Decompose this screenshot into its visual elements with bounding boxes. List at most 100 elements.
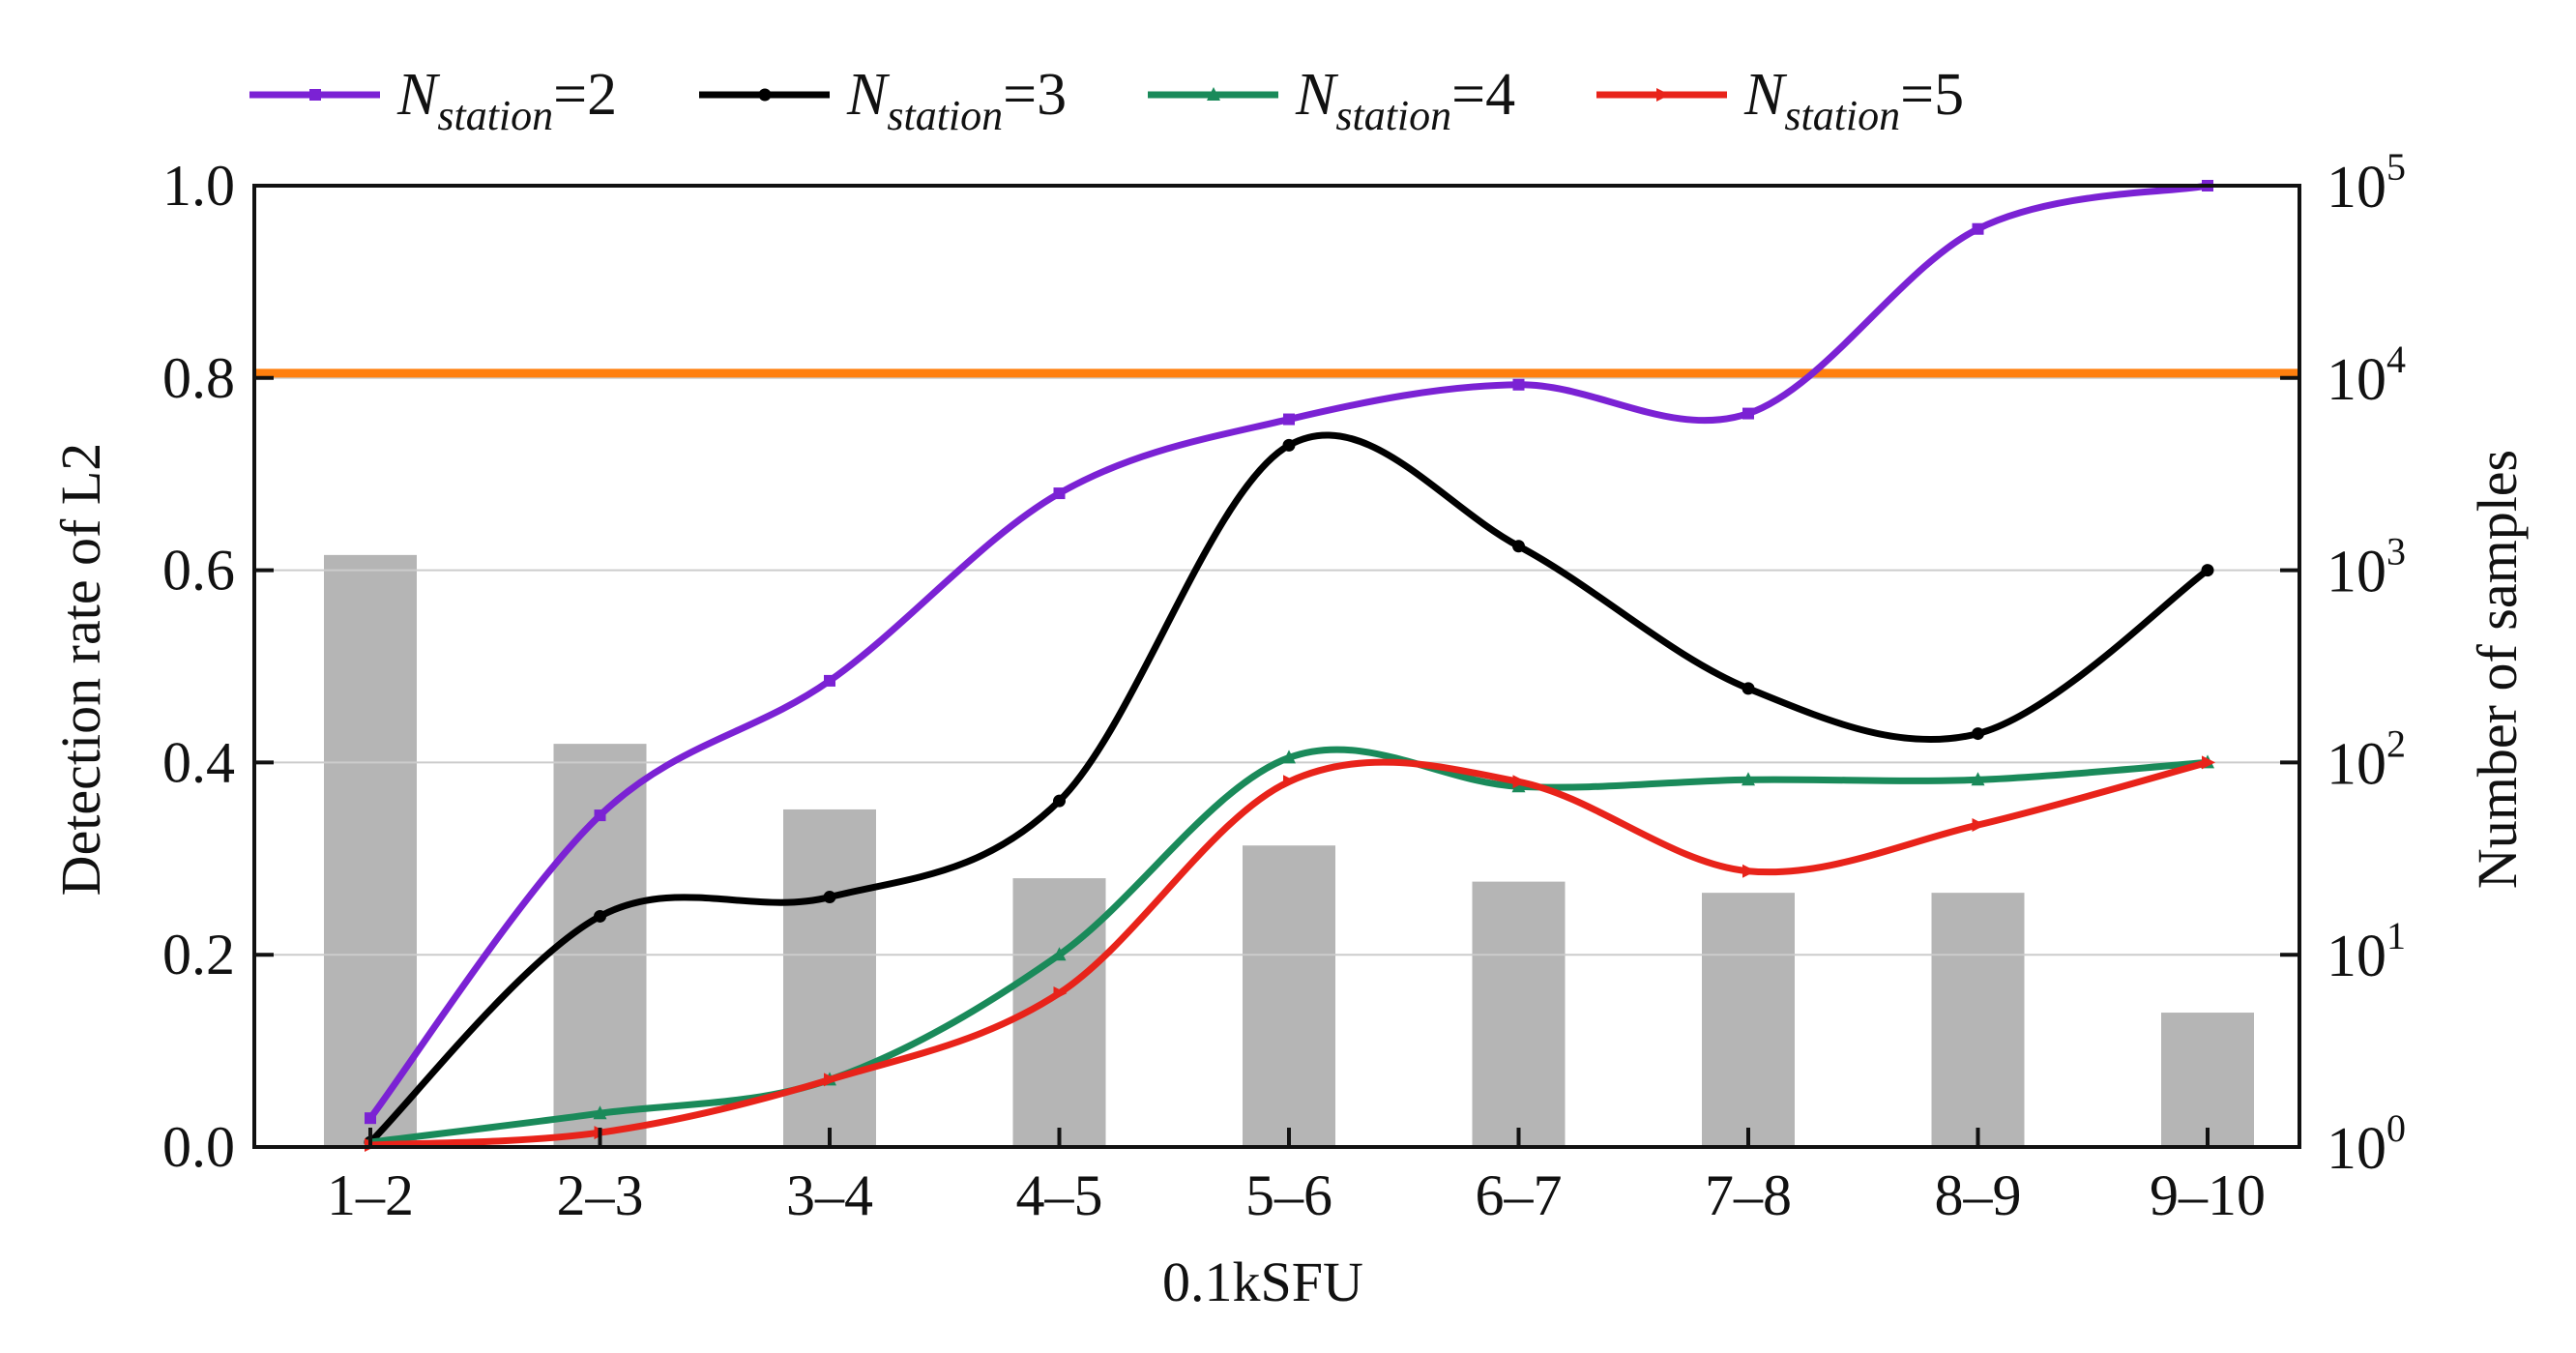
series-3-point-5–6: [1282, 438, 1296, 452]
y-tick-label: 0.8: [162, 346, 235, 410]
sample-bar-8–9: [1931, 893, 2025, 1147]
sample-bar-2–3: [553, 744, 647, 1147]
series-3-point-9–10: [2201, 564, 2214, 577]
x-tick-label: 5–6: [1245, 1163, 1332, 1227]
x-tick-label: 6–7: [1476, 1163, 1563, 1227]
legend-label: Nstation=4: [1295, 62, 1515, 139]
y-right-tick-label: 102: [2327, 721, 2406, 797]
y-right-tick-exponent: 0: [2386, 1106, 2406, 1150]
series-4-point-8–9: [1971, 772, 1985, 786]
series-5-point-5–6: [1283, 775, 1297, 789]
legend-label-symbol: N: [396, 62, 441, 128]
legend-label-value: =2: [553, 62, 617, 128]
series-3-point-6–7: [1512, 540, 1525, 553]
y-tick-label: 0.0: [162, 1115, 235, 1179]
y-right-tick-exponent: 4: [2386, 338, 2406, 381]
legend-label-subscript: station: [1335, 92, 1451, 139]
series-2-point-6–7: [1512, 378, 1525, 391]
series-5-point-6–7: [1512, 775, 1527, 789]
series-5-point-7–8: [1742, 864, 1756, 878]
legend-label-value: =5: [1900, 62, 1964, 128]
y-right-tick-exponent: 5: [2386, 145, 2406, 189]
series-3-point-4–5: [1053, 794, 1066, 808]
sample-bar-7–8: [1702, 893, 1795, 1147]
series-2-point-8–9: [1972, 222, 1984, 235]
series-5-point-3–4: [824, 1073, 837, 1087]
sample-bar-5–6: [1243, 845, 1335, 1147]
sample-bar-6–7: [1472, 881, 1566, 1147]
series-2-point-7–8: [1742, 407, 1754, 420]
series-4-point-2–3: [593, 1105, 607, 1120]
legend-label: Nstation=5: [1743, 62, 1964, 139]
y-right-tick-label: 103: [2327, 530, 2406, 605]
series-2-point-5–6: [1283, 413, 1295, 426]
sample-bar-9–10: [2161, 1013, 2254, 1147]
y-tick-label: 0.6: [162, 539, 235, 603]
legend-label-value: =3: [1003, 62, 1067, 128]
y-right-tick-base: 10: [2327, 540, 2386, 605]
legend-label: Nstation=2: [396, 62, 617, 139]
x-tick-label: 1–2: [327, 1163, 414, 1227]
series-line-5: [369, 758, 2209, 1149]
series-2-point-1–2: [365, 1112, 376, 1125]
legend-swatch-marker: [758, 88, 772, 102]
x-axis-label: 0.1kSFU: [1162, 1250, 1363, 1313]
series-line-2: [367, 182, 2209, 1121]
sample-bar-1–2: [324, 554, 417, 1147]
series-2-point-2–3: [594, 809, 606, 822]
y-right-tick-exponent: 1: [2386, 914, 2406, 957]
series-4-point-5–6: [1282, 750, 1296, 764]
legend-label: Nstation=3: [846, 62, 1067, 139]
x-tick-label: 7–8: [1705, 1163, 1792, 1227]
legend-label-subscript: station: [1784, 92, 1900, 139]
y-right-tick-base: 10: [2327, 924, 2386, 989]
sample-bar-3–4: [783, 809, 876, 1147]
y-right-tick-base: 10: [2327, 731, 2386, 797]
series-line-4: [369, 746, 2209, 1146]
y-right-tick-base: 10: [2327, 155, 2386, 221]
x-tick-label: 4–5: [1016, 1163, 1103, 1227]
sample-count-bars: [324, 554, 2254, 1147]
series-3-point-2–3: [594, 909, 606, 923]
series-5-point-9–10: [2202, 755, 2215, 770]
legend-label-subscript: station: [887, 92, 1003, 139]
series-2-point-3–4: [824, 674, 835, 687]
y-right-tick-exponent: 2: [2386, 721, 2406, 765]
y-tick-label: 0.4: [162, 730, 235, 794]
y-tick-label: 1.0: [162, 154, 235, 218]
y-right-tick-label: 104: [2327, 338, 2406, 413]
series-line-3: [367, 431, 2210, 1145]
x-tick-label: 8–9: [1935, 1163, 2022, 1227]
plot-frame: [252, 184, 2301, 1149]
y-right-tick-label: 101: [2327, 914, 2406, 989]
legend-swatch-marker: [1207, 87, 1220, 101]
series-3-point-3–4: [823, 891, 836, 904]
legend-label-symbol: N: [1295, 62, 1339, 128]
x-tick-label: 3–4: [786, 1163, 873, 1227]
series-3-point-7–8: [1742, 682, 1755, 695]
y-right-tick-label: 105: [2327, 145, 2406, 221]
legend-swatch-marker: [1656, 88, 1670, 102]
y-right-tick-base: 10: [2327, 1116, 2386, 1182]
legend-swatch-marker: [309, 89, 321, 101]
legend-label-symbol: N: [1743, 62, 1788, 128]
legend-label-subscript: station: [437, 92, 553, 139]
series-4-point-7–8: [1742, 772, 1755, 786]
series-5-point-4–5: [1053, 985, 1068, 1000]
x-tick-label: 2–3: [557, 1163, 644, 1227]
y-right-tick-exponent: 3: [2386, 530, 2406, 574]
legend-label-value: =4: [1451, 62, 1515, 128]
y-tick-label: 0.2: [162, 923, 235, 986]
y-axis-label: Detection rate of L2: [49, 443, 112, 897]
legend: Nstation=2 Nstation=3 Nstation=4 Nstation=5: [249, 62, 1964, 139]
x-tick-label: 9–10: [2150, 1163, 2266, 1227]
series-5-point-8–9: [1972, 818, 1986, 833]
y-axis-right-label: Number of samples: [2466, 450, 2529, 889]
series-2-point-4–5: [1053, 487, 1066, 500]
series-4-point-4–5: [1052, 947, 1067, 961]
series-3-point-8–9: [1972, 727, 1984, 741]
y-right-tick-base: 10: [2327, 347, 2386, 413]
legend-label-symbol: N: [846, 62, 891, 128]
